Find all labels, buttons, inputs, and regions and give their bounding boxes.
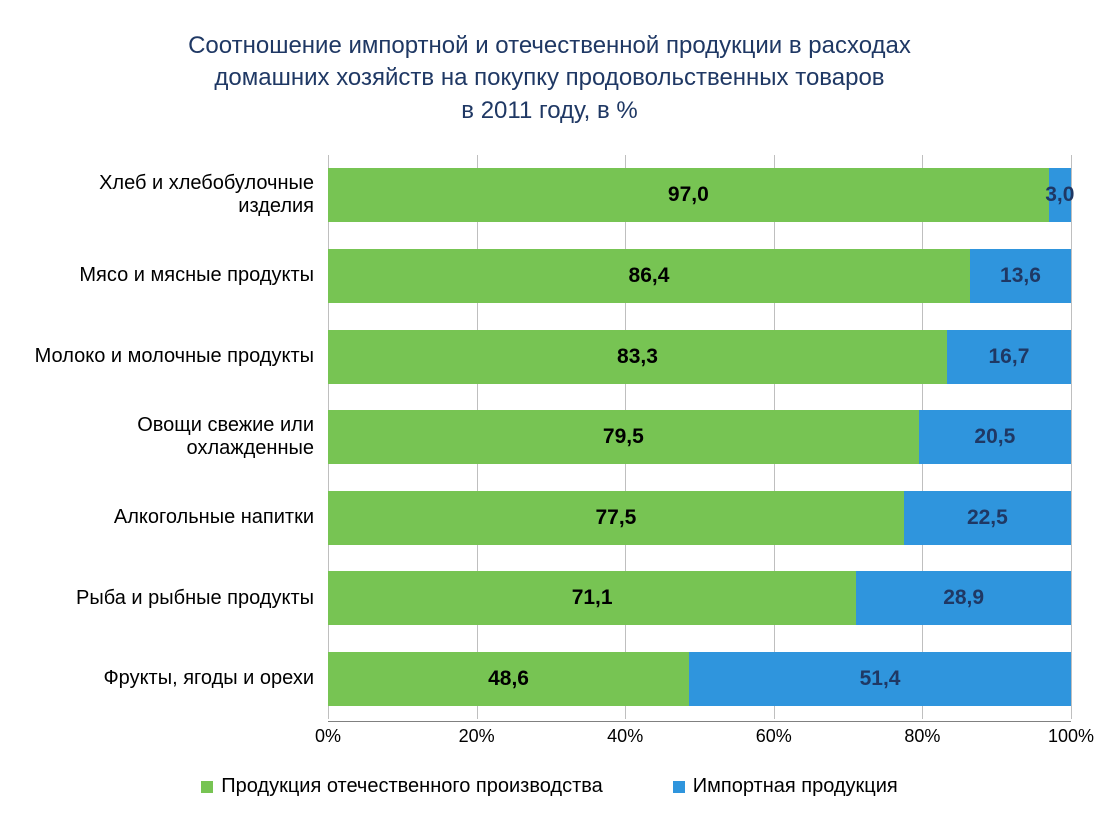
bar-segment-domestic: 79,5 [328, 410, 919, 464]
bar-segment-import: 13,6 [970, 249, 1071, 303]
chart-container: Соотношение импортной и отечественной пр… [0, 0, 1099, 824]
category-label: Овощи свежие или охлажденные [28, 414, 328, 460]
bar: 79,5 20,5 [328, 410, 1071, 464]
x-tick-label: 0% [315, 726, 341, 747]
bar-value-import: 3,0 [1045, 183, 1074, 207]
category-label: Хлеб и хлебобулочные изделия [28, 172, 328, 218]
category-label: Алкогольные напитки [28, 506, 328, 529]
bar-value-import: 51,4 [860, 667, 901, 691]
bar-value-domestic: 97,0 [668, 183, 709, 207]
category-label: Рыба и рыбные продукты [28, 587, 328, 610]
bar: 71,1 28,9 [328, 571, 1071, 625]
bar-value-domestic: 83,3 [617, 345, 658, 369]
bar-value-domestic: 77,5 [595, 506, 636, 530]
bar-rows: Хлеб и хлебобулочные изделия 97,0 3,0 Мясо … [28, 155, 1071, 719]
bar-segment-import: 22,5 [904, 491, 1071, 545]
bar-segment-domestic: 77,5 [328, 491, 904, 545]
table-row: Рыба и рыбные продукты 71,1 28,9 [28, 564, 1071, 632]
table-row: Молоко и молочные продукты 83,3 16,7 [28, 323, 1071, 391]
x-axis: 0%20%40%60%80%100% [328, 721, 1071, 753]
bar-value-import: 28,9 [943, 586, 984, 610]
legend-item-domestic: Продукция отечественного производства [201, 775, 603, 798]
x-tick-label: 60% [756, 726, 792, 747]
table-row: Фрукты, ягоды и орехи 48,6 51,4 [28, 645, 1071, 713]
bar-segment-domestic: 83,3 [328, 330, 947, 384]
x-tick-label: 80% [904, 726, 940, 747]
table-row: Мясо и мясные продукты 86,4 13,6 [28, 242, 1071, 310]
chart-title: Соотношение импортной и отечественной пр… [28, 30, 1071, 127]
bar-segment-domestic: 71,1 [328, 571, 856, 625]
bar: 83,3 16,7 [328, 330, 1071, 384]
bar: 48,6 51,4 [328, 652, 1071, 706]
x-tick-label: 20% [459, 726, 495, 747]
bar-segment-import: 28,9 [856, 571, 1071, 625]
bar-segment-import: 3,0 [1049, 168, 1071, 222]
category-label: Мясо и мясные продукты [28, 264, 328, 287]
table-row: Хлеб и хлебобулочные изделия 97,0 3,0 [28, 161, 1071, 229]
bar: 97,0 3,0 [328, 168, 1071, 222]
gridline [1071, 155, 1072, 719]
title-line-3: в 2011 году, в % [28, 95, 1071, 127]
bar-value-domestic: 79,5 [603, 425, 644, 449]
legend-swatch-import [673, 781, 685, 793]
x-tick-label: 100% [1048, 726, 1094, 747]
bar-value-domestic: 71,1 [572, 586, 613, 610]
bar: 86,4 13,6 [328, 249, 1071, 303]
category-label: Молоко и молочные продукты [28, 345, 328, 368]
bar-value-domestic: 86,4 [629, 264, 670, 288]
bar: 77,5 22,5 [328, 491, 1071, 545]
bar-value-import: 13,6 [1000, 264, 1041, 288]
bar-segment-domestic: 86,4 [328, 249, 970, 303]
bar-value-domestic: 48,6 [488, 667, 529, 691]
table-row: Алкогольные напитки 77,5 22,5 [28, 484, 1071, 552]
bar-segment-domestic: 48,6 [328, 652, 689, 706]
bar-segment-domestic: 97,0 [328, 168, 1049, 222]
bar-segment-import: 16,7 [947, 330, 1071, 384]
bar-segment-import: 20,5 [919, 410, 1071, 464]
title-line-1: Соотношение импортной и отечественной пр… [28, 30, 1071, 62]
bar-value-import: 22,5 [967, 506, 1008, 530]
bar-segment-import: 51,4 [689, 652, 1071, 706]
plot-area: Хлеб и хлебобулочные изделия 97,0 3,0 Мясо … [28, 155, 1071, 753]
x-tick-label: 40% [607, 726, 643, 747]
bar-value-import: 20,5 [974, 425, 1015, 449]
table-row: Овощи свежие или охлажденные 79,5 20,5 [28, 403, 1071, 471]
legend: Продукция отечественного производства Им… [28, 775, 1071, 798]
legend-swatch-domestic [201, 781, 213, 793]
legend-item-import: Импортная продукция [673, 775, 898, 798]
bar-value-import: 16,7 [989, 345, 1030, 369]
category-label: Фрукты, ягоды и орехи [28, 667, 328, 690]
legend-label-import: Импортная продукция [693, 775, 898, 798]
title-line-2: домашних хозяйств на покупку продовольст… [28, 62, 1071, 94]
legend-label-domestic: Продукция отечественного производства [221, 775, 603, 798]
